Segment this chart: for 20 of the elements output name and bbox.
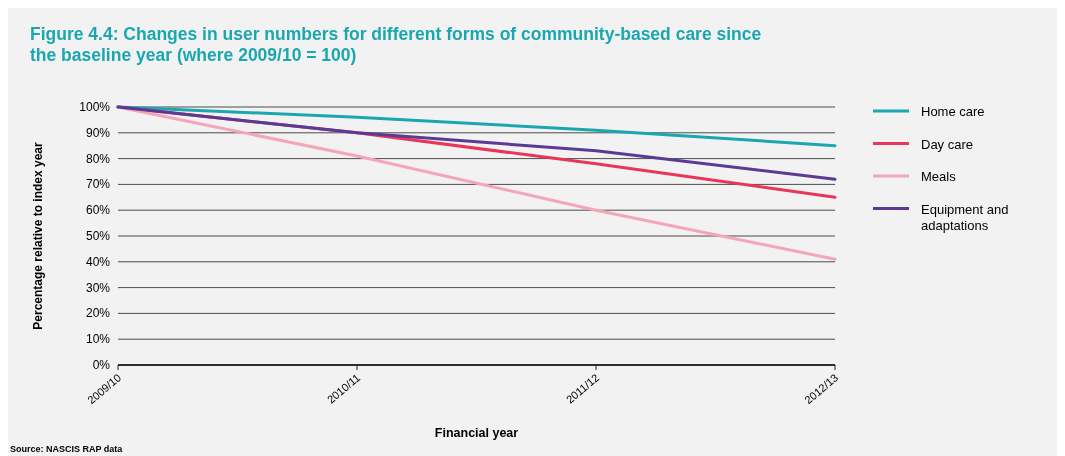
y-tick-label: 50% — [85, 229, 111, 243]
y-tick-label: 100% — [79, 100, 111, 114]
legend-label: Meals — [921, 169, 957, 184]
y-tick-label: 30% — [85, 280, 111, 295]
legend-label: Equipment and adaptations — [921, 201, 1009, 233]
y-tick-label: 40% — [85, 254, 111, 269]
line-series — [116, 105, 837, 181]
y-tick-label: 80% — [85, 151, 111, 166]
source-note: Source: NASCIS RAP data — [10, 444, 124, 454]
legend-label: Day care — [921, 136, 974, 152]
y-axis-title: Percentage relative to index year — [31, 141, 45, 330]
x-axis-title: Financial year — [434, 426, 519, 440]
y-tick-label: 60% — [85, 203, 111, 218]
y-tick-label: 90% — [85, 125, 111, 140]
y-tick-label: 20% — [85, 306, 111, 321]
y-tick-label: 0% — [92, 358, 111, 372]
y-tick-label: 10% — [85, 332, 111, 347]
chart-title: Figure 4.4: Changes in user numbers for different forms of community-based care since the baseline year (where 2009/10 = 100) — [30, 24, 762, 65]
legend-label: Home care — [921, 104, 985, 119]
y-tick-label: 70% — [85, 177, 111, 192]
